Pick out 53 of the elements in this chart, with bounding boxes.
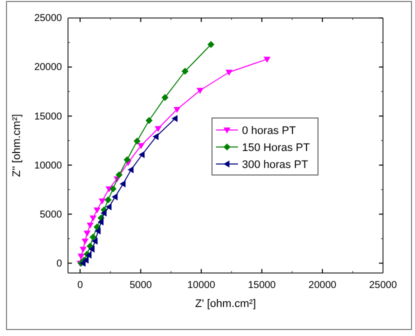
point: [226, 70, 233, 76]
x-tick-label: 10000: [187, 280, 216, 291]
point: [152, 133, 159, 140]
point: [134, 138, 141, 145]
point: [146, 116, 153, 124]
point: [104, 196, 112, 204]
point: [94, 228, 101, 235]
y-tick-label: 5000: [40, 209, 62, 220]
x-axis-title: Z' [ohm.cm²]: [195, 298, 256, 310]
point: [116, 171, 123, 178]
point: [138, 151, 145, 158]
x-tick-label: 5000: [130, 280, 152, 291]
point: [207, 40, 214, 48]
point: [172, 115, 178, 122]
point: [82, 238, 89, 245]
point: [128, 166, 134, 174]
point: [98, 198, 106, 204]
point: [120, 180, 126, 188]
point: [90, 216, 97, 222]
point: [124, 156, 131, 164]
point: [84, 230, 91, 237]
x-tick-label: 20000: [308, 280, 337, 291]
point: [100, 209, 107, 216]
point: [154, 126, 162, 132]
point: [162, 94, 169, 101]
x-tick-label: 25000: [369, 280, 398, 291]
x-tick-label: 15000: [248, 280, 276, 291]
point: [88, 246, 95, 253]
y-axis-title: Z'' [ohm.cm²]: [11, 114, 23, 177]
legend-label: 300 horas PT: [242, 159, 308, 171]
point: [94, 207, 101, 214]
point: [110, 185, 117, 192]
point: [98, 218, 104, 226]
point: [106, 203, 112, 210]
point: [264, 56, 271, 63]
y-tick-label: 15000: [34, 111, 62, 122]
point: [90, 234, 97, 241]
point: [80, 246, 87, 253]
legend-label: 150 Horas PT: [242, 142, 310, 154]
y-tick-label: 10000: [34, 160, 62, 172]
x-tick-label: 0: [77, 280, 84, 291]
point: [112, 193, 118, 200]
legend-label: 0 horas PT: [242, 125, 296, 137]
point: [86, 222, 94, 229]
point: [196, 88, 204, 94]
y-tick-label: 20000: [34, 62, 62, 74]
point: [78, 254, 85, 260]
point: [182, 68, 189, 75]
point: [138, 143, 145, 150]
point: [92, 238, 98, 245]
y-tick-label: 0: [56, 258, 62, 270]
point: [174, 106, 181, 113]
y-tick-label: 25000: [34, 13, 62, 24]
